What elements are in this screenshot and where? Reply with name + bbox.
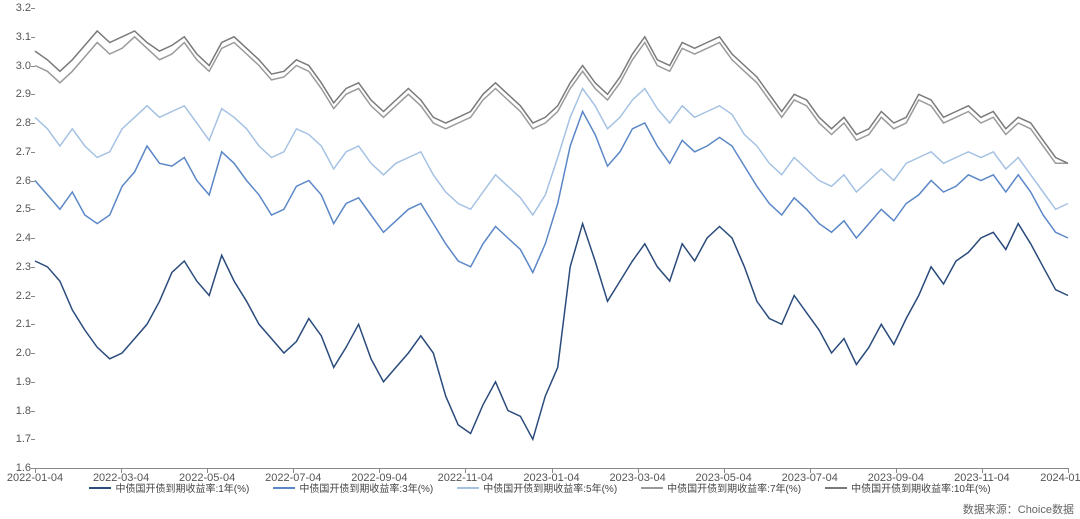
legend-item: 中债国开债到期收益率:7年(%) — [641, 480, 801, 495]
legend-label: 中债国开债到期收益率:1年(%) — [115, 480, 249, 495]
series-line — [35, 112, 1068, 273]
legend-item: 中债国开债到期收益率:5年(%) — [457, 480, 617, 495]
data-source: 数据来源：Choice数据 — [963, 501, 1074, 517]
series-line — [35, 89, 1068, 216]
legend-label: 中债国开债到期收益率:10年(%) — [851, 480, 990, 495]
legend-item: 中债国开债到期收益率:10年(%) — [825, 480, 990, 495]
legend-label: 中债国开债到期收益率:3年(%) — [299, 480, 433, 495]
legend: 中债国开债到期收益率:1年(%) 中债国开债到期收益率:3年(%) 中债国开债到期收… — [0, 480, 1080, 495]
legend-item: 中债国开债到期收益率:1年(%) — [89, 480, 249, 495]
legend-swatch — [641, 487, 663, 489]
legend-item: 中债国开债到期收益率:3年(%) — [273, 480, 433, 495]
plot-area: 1.61.71.81.92.02.12.22.32.42.52.62.72.82… — [35, 8, 1068, 469]
legend-swatch — [457, 487, 479, 489]
legend-label: 中债国开债到期收益率:7年(%) — [667, 480, 801, 495]
legend-label: 中债国开债到期收益率:5年(%) — [483, 480, 617, 495]
legend-swatch — [89, 487, 111, 489]
line-svg — [35, 8, 1068, 468]
legend-swatch — [825, 487, 847, 489]
legend-swatch — [273, 487, 295, 489]
series-line — [35, 37, 1068, 164]
series-line — [35, 224, 1068, 440]
chart-container: 1.61.71.81.92.02.12.22.32.42.52.62.72.82… — [0, 0, 1080, 519]
